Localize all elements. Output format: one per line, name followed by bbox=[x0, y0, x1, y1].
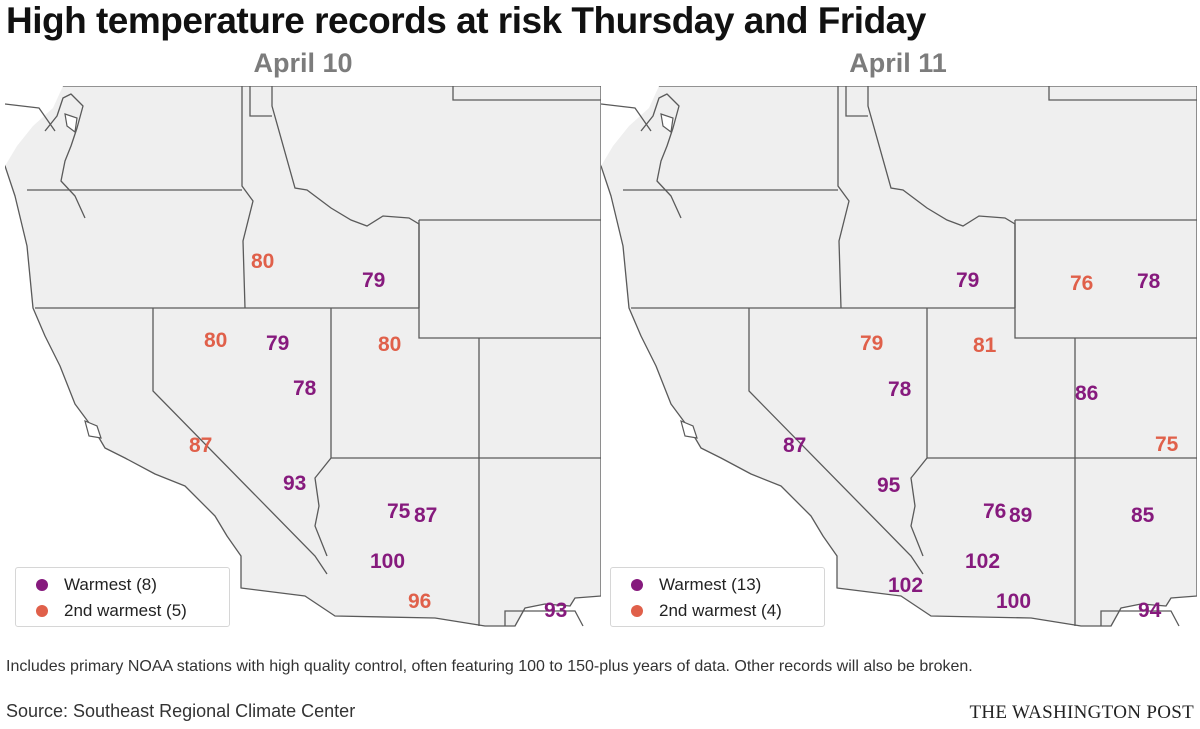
label-95-a: 95 bbox=[877, 474, 901, 497]
label-76-b: 76 bbox=[983, 500, 1006, 523]
label-79-a: 79 bbox=[362, 269, 385, 292]
source-credit: Source: Southeast Regional Climate Cente… bbox=[6, 701, 356, 721]
coast-features-april-11 bbox=[660, 113, 698, 439]
state-borders-april-11 bbox=[601, 86, 1197, 627]
label-80-b: 80 bbox=[204, 329, 227, 352]
label-87-a: 87 bbox=[189, 434, 212, 457]
label-102-a: 102 bbox=[965, 550, 1000, 573]
label-87-b: 87 bbox=[414, 504, 437, 527]
label-79-b: 79 bbox=[266, 332, 289, 355]
label-75-a: 75 bbox=[387, 500, 411, 523]
footnote: Includes primary NOAA stations with high… bbox=[6, 658, 973, 675]
chart-title: High temperature records at risk Thursda… bbox=[6, 0, 926, 41]
label-80-a: 80 bbox=[251, 250, 274, 273]
label-100-b: 100 bbox=[996, 590, 1031, 613]
label-79-d: 79 bbox=[860, 332, 883, 355]
legend-label-second-warmest: 2nd warmest (4) bbox=[659, 601, 782, 620]
map-april-11: 79 76 78 79 81 78 86 87 75 95 76 89 85 1… bbox=[601, 86, 1197, 636]
map-april-10-svg: 80 79 80 79 80 78 87 93 75 87 100 96 93 bbox=[5, 86, 601, 627]
temp-labels-april-11: 79 76 78 79 81 78 86 87 75 95 76 89 85 1… bbox=[783, 269, 1179, 622]
legend-label-second-warmest: 2nd warmest (5) bbox=[64, 601, 187, 620]
legend-label-warmest: Warmest (13) bbox=[659, 575, 762, 594]
publisher-logo: THE WASHINGTON POST bbox=[969, 702, 1194, 723]
map-april-10: 80 79 80 79 80 78 87 93 75 87 100 96 93 bbox=[5, 86, 601, 636]
label-75-b: 75 bbox=[1155, 433, 1179, 456]
second-warmest-dot-icon bbox=[36, 605, 48, 617]
label-79-c: 79 bbox=[956, 269, 979, 292]
legend-row-warmest: Warmest (13) bbox=[619, 572, 816, 598]
label-85-a: 85 bbox=[1131, 504, 1155, 527]
label-94-a: 94 bbox=[1138, 599, 1162, 622]
label-78-a: 78 bbox=[293, 377, 317, 400]
label-93-b: 93 bbox=[544, 599, 567, 622]
state-lines-april-10 bbox=[27, 86, 601, 627]
legend-april-10: Warmest (8) 2nd warmest (5) bbox=[15, 567, 230, 627]
state-borders-april-10 bbox=[5, 86, 601, 627]
state-lines-april-11 bbox=[623, 86, 1197, 627]
second-warmest-dot-icon bbox=[631, 605, 643, 617]
map-april-11-svg: 79 76 78 79 81 78 86 87 75 95 76 89 85 1… bbox=[601, 86, 1197, 627]
label-78-c: 78 bbox=[888, 378, 912, 401]
temp-labels-april-10: 80 79 80 79 80 78 87 93 75 87 100 96 93 bbox=[189, 250, 567, 622]
label-96-a: 96 bbox=[408, 590, 431, 613]
label-86-a: 86 bbox=[1075, 382, 1098, 405]
warmest-dot-icon bbox=[631, 579, 643, 591]
label-78-b: 78 bbox=[1137, 270, 1161, 293]
panel-title-april-10: April 10 bbox=[253, 48, 353, 78]
label-76-a: 76 bbox=[1070, 272, 1093, 295]
label-87-c: 87 bbox=[783, 434, 806, 457]
label-80-c: 80 bbox=[378, 333, 401, 356]
legend-april-11: Warmest (13) 2nd warmest (4) bbox=[610, 567, 825, 627]
label-81-a: 81 bbox=[973, 334, 997, 357]
legend-label-warmest: Warmest (8) bbox=[64, 575, 157, 594]
label-102-b: 102 bbox=[888, 574, 923, 597]
label-89-a: 89 bbox=[1009, 504, 1032, 527]
warmest-dot-icon bbox=[36, 579, 48, 591]
coast-features-april-10 bbox=[64, 113, 102, 439]
legend-row-second-warmest: 2nd warmest (4) bbox=[619, 598, 816, 624]
legend-row-second-warmest: 2nd warmest (5) bbox=[24, 598, 221, 624]
label-93-a: 93 bbox=[283, 472, 306, 495]
label-100-a: 100 bbox=[370, 550, 405, 573]
legend-row-warmest: Warmest (8) bbox=[24, 572, 221, 598]
panel-title-april-11: April 11 bbox=[849, 48, 947, 78]
